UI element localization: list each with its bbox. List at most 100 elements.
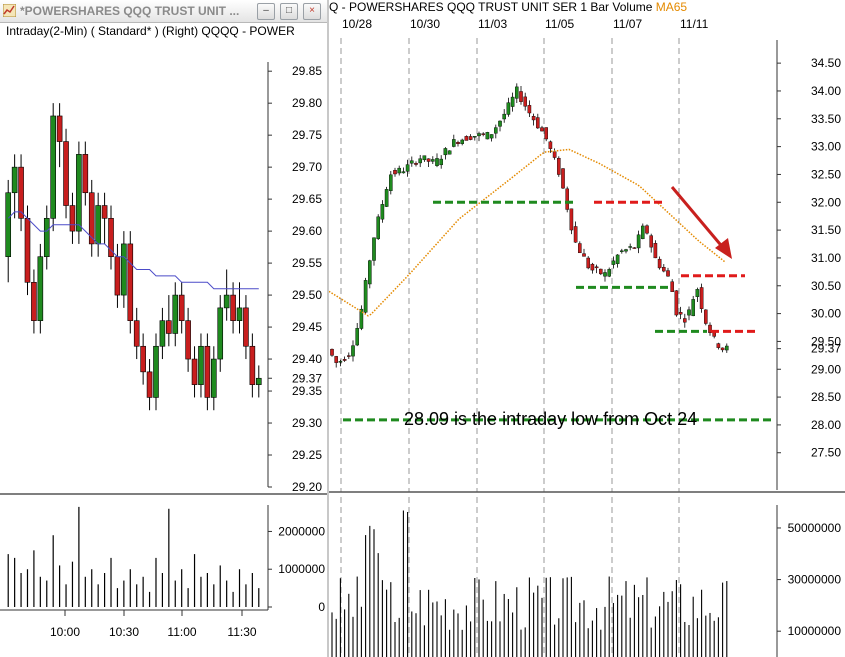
price-tick-label: 29.37 <box>292 371 322 385</box>
date-tick-label: 10/28 <box>342 17 372 31</box>
chart-window-icon <box>3 4 16 17</box>
price-tick-label: 29.37 <box>811 342 841 356</box>
candle <box>611 256 616 269</box>
price-tick-label: 27.50 <box>811 446 841 460</box>
candle <box>409 156 414 167</box>
candle <box>342 356 347 362</box>
price-tick-label: 28.50 <box>811 390 841 404</box>
daily-chart-title: Q - POWERSHARES QQQ TRUST UNIT SER 1 Bar… <box>329 0 687 14</box>
candle <box>649 233 654 253</box>
candle <box>687 306 691 321</box>
candle <box>24 205 31 296</box>
candle <box>662 264 666 273</box>
candle <box>108 205 114 270</box>
daily-window: Q - POWERSHARES QQQ TRUST UNIT SER 1 Bar… <box>329 0 845 657</box>
candle <box>716 342 721 350</box>
candle <box>590 262 595 274</box>
price-tick-label: 33.00 <box>811 140 841 154</box>
price-tick-label: 32.50 <box>811 167 841 181</box>
ma65-line <box>329 148 726 317</box>
candle <box>615 254 620 268</box>
candle <box>720 347 725 353</box>
candle <box>372 237 376 266</box>
candle <box>351 340 355 362</box>
candle <box>146 359 153 411</box>
price-tick-label: 33.50 <box>811 112 841 126</box>
candle <box>5 179 12 283</box>
candle <box>477 131 481 142</box>
candle <box>548 140 553 153</box>
date-tick-label: 10/30 <box>410 17 440 31</box>
candle <box>485 131 490 140</box>
candle <box>82 141 89 206</box>
candle <box>18 154 24 232</box>
candle <box>443 147 448 160</box>
candle <box>140 333 146 385</box>
maximize-button[interactable]: □ <box>280 3 298 20</box>
candle <box>573 221 578 243</box>
candle <box>620 248 624 254</box>
candle <box>502 109 507 123</box>
candle <box>653 240 658 259</box>
candle <box>185 307 191 372</box>
candle <box>708 322 712 336</box>
window-titlebar[interactable]: *POWERSHARES QQQ TRUST UNIT ... – □ × <box>0 0 327 23</box>
candle <box>451 134 456 148</box>
candle <box>447 150 452 155</box>
support-annotation: 28.09 is the intraday low from Oct 24 <box>404 409 697 429</box>
candle <box>166 295 172 347</box>
price-tick-label: 29.75 <box>292 128 322 142</box>
candle <box>249 333 256 398</box>
candle <box>334 355 338 368</box>
candle <box>498 120 502 132</box>
candle <box>230 282 236 334</box>
candle <box>178 282 185 334</box>
candle <box>368 259 372 289</box>
candle <box>363 277 368 314</box>
candle <box>63 128 69 219</box>
candle <box>565 186 570 213</box>
daily-chart-title-text: Q - POWERSHARES QQQ TRUST UNIT SER 1 Bar… <box>329 0 656 14</box>
candle <box>255 365 262 398</box>
candle <box>426 158 431 168</box>
candle <box>645 224 649 235</box>
candle <box>607 267 612 278</box>
candle <box>657 256 662 270</box>
minimize-button[interactable]: – <box>257 3 275 20</box>
candle <box>699 283 704 313</box>
price-tick-label: 29.40 <box>292 352 322 366</box>
volume-tick-label: 1000000 <box>278 562 325 576</box>
candle <box>670 279 675 292</box>
intraday-window: *POWERSHARES QQQ TRUST UNIT ... – □ × In… <box>0 0 329 657</box>
candle <box>582 248 586 257</box>
candle <box>725 343 729 353</box>
candle <box>217 295 224 372</box>
candle <box>666 267 670 277</box>
candle <box>101 192 108 244</box>
price-tick-label: 31.00 <box>811 251 841 265</box>
volume-tick-label: 50000000 <box>788 521 842 535</box>
candle <box>114 243 121 308</box>
candle <box>641 223 645 240</box>
close-button[interactable]: × <box>303 3 321 20</box>
downtrend-arrowhead <box>715 238 732 259</box>
time-tick-label: 10:00 <box>50 625 80 639</box>
candle <box>223 269 230 321</box>
date-tick-label: 11/11 <box>680 17 709 31</box>
candle <box>712 330 717 339</box>
price-tick-label: 29.70 <box>292 160 322 174</box>
candle <box>11 154 18 219</box>
price-tick-label: 29.50 <box>292 288 322 302</box>
candle <box>514 83 519 103</box>
date-tick-label: 11/05 <box>545 17 574 31</box>
price-tick-label: 30.50 <box>811 279 841 293</box>
candle <box>121 231 127 308</box>
candle <box>506 97 511 117</box>
candle <box>540 125 544 132</box>
price-tick-label: 29.00 <box>811 362 841 376</box>
candle <box>468 134 473 141</box>
candle <box>552 148 557 160</box>
ma-line <box>7 211 259 290</box>
time-tick-label: 11:00 <box>167 625 196 639</box>
price-tick-label: 29.35 <box>292 384 322 398</box>
